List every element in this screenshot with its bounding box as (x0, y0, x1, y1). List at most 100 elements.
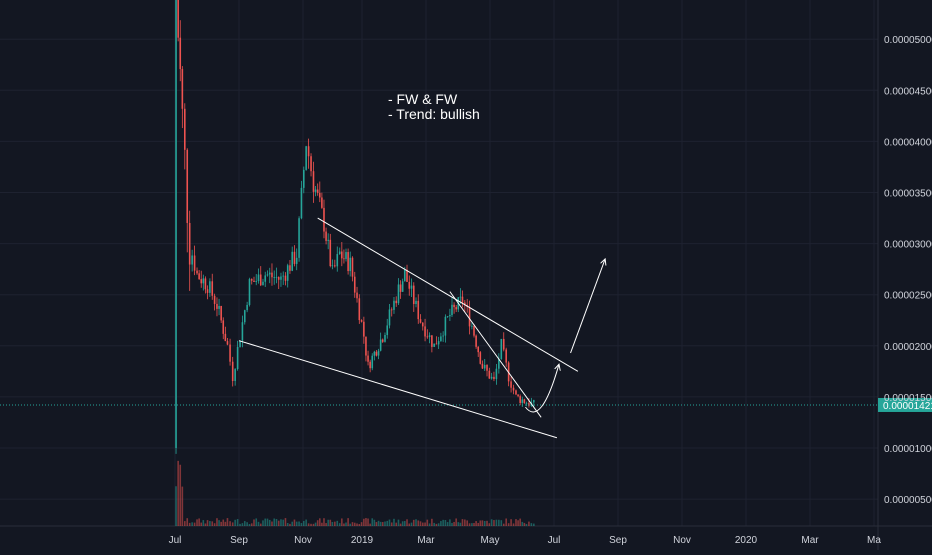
candle-body (286, 265, 289, 281)
candle-body (424, 326, 426, 337)
candle-body (373, 351, 376, 356)
candle-body (302, 169, 305, 188)
candle-body (321, 197, 323, 208)
candle-body (442, 335, 444, 337)
candle-body (533, 400, 535, 403)
candle-body (433, 343, 435, 347)
candle-body (327, 239, 329, 241)
volume-bar (530, 523, 533, 526)
candle-body (406, 269, 408, 282)
volume-bar (314, 522, 317, 526)
candle-body (417, 300, 420, 320)
volume-bar (331, 521, 334, 526)
projection-arrow (525, 364, 559, 413)
candle-body (419, 319, 422, 323)
candle-body (481, 363, 484, 369)
candle-body (459, 296, 462, 298)
y-tick-label: 0.00002500 (884, 291, 932, 302)
candle-body (179, 37, 182, 70)
candle-body (369, 361, 371, 369)
volume-bar (517, 520, 519, 526)
volume-bar (318, 518, 321, 526)
candle-body (248, 279, 251, 305)
candle-body (329, 239, 332, 267)
volume-bar (419, 521, 422, 526)
volume-bar (507, 523, 510, 526)
volume-bar (246, 522, 248, 526)
volume-bar (345, 522, 347, 526)
annotation-line-2: - Trend: bullish (388, 106, 480, 122)
volume-bar (216, 518, 218, 526)
volume-bar (209, 521, 211, 526)
volume-bar (488, 523, 491, 526)
volume-bar (502, 523, 505, 526)
volume-bar (421, 522, 424, 526)
volume-bar (388, 519, 391, 526)
volume-bar (464, 519, 466, 526)
volume-bar (291, 521, 294, 526)
candle-body (379, 339, 382, 351)
candle-body (338, 251, 341, 255)
volume-bar (266, 518, 269, 526)
candle-body (200, 279, 203, 284)
volume-bar (428, 523, 431, 526)
candle-body (453, 304, 455, 308)
volume-bar (431, 518, 433, 526)
volume-bar (239, 523, 241, 526)
volume-bar (384, 521, 386, 526)
x-tick-label: Jul (548, 535, 561, 546)
volume-bar (521, 521, 524, 526)
candle-body (393, 300, 395, 310)
candle-body (262, 281, 264, 286)
candle-body (517, 394, 519, 397)
candle-body (268, 272, 271, 275)
volume-bar (202, 520, 205, 526)
volume-bar (286, 522, 289, 526)
candle-body (528, 403, 530, 406)
candle-body (224, 333, 227, 342)
candle-body (336, 254, 339, 267)
volume-bar (336, 520, 339, 526)
volume-bar (284, 518, 287, 526)
volume-bar (204, 523, 207, 526)
y-tick-label: 0.00003000 (884, 240, 932, 251)
x-tick-label: Sep (609, 535, 627, 546)
candle-body (525, 403, 528, 404)
y-tick-label: 0.00002000 (884, 342, 932, 353)
candle-body (206, 289, 209, 293)
y-tick-label: 0.00000500 (884, 495, 932, 506)
volume-bar (231, 522, 234, 526)
candle-body (213, 295, 216, 304)
volume-bar (481, 520, 484, 526)
volume-bar (343, 523, 345, 526)
candle-body (363, 321, 365, 337)
candle-body (282, 275, 285, 277)
candle-body (186, 149, 189, 223)
volume-bar (300, 523, 303, 526)
x-tick-label: May (481, 535, 500, 546)
x-tick-label: Ma (867, 535, 881, 546)
candle-body (495, 368, 498, 380)
volume-bar (486, 520, 488, 526)
volume-bar (415, 519, 417, 526)
volume-bar (236, 519, 239, 526)
candle-body (298, 218, 300, 258)
y-tick-label: 0.00004500 (884, 86, 932, 97)
candle-body (381, 339, 384, 342)
volume-bar (442, 519, 444, 526)
candle-body (399, 284, 402, 292)
volume-bar (305, 519, 307, 526)
volume-bar (461, 519, 464, 526)
volume-bar (179, 464, 182, 526)
candle-body (408, 281, 411, 289)
volume-bar (365, 518, 367, 526)
candle-body (388, 309, 391, 326)
x-tick-label: Nov (294, 535, 312, 546)
volume-bar (257, 521, 260, 526)
candle-body (334, 265, 336, 267)
candle-body (183, 108, 186, 150)
y-tick-label: 0.00001000 (884, 444, 932, 455)
volume-bar (471, 523, 473, 526)
